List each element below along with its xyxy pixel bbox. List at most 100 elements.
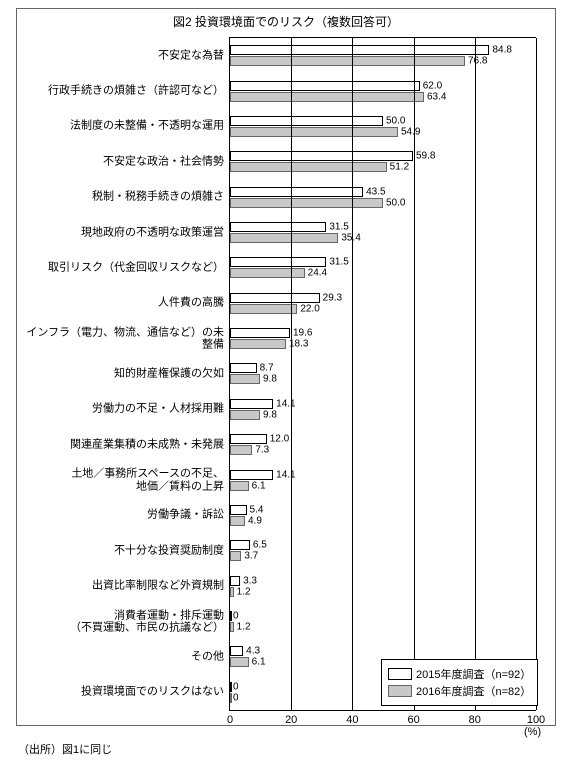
bar-2016: [230, 481, 249, 491]
value-label: 0: [233, 611, 239, 622]
category-label: 労働争議・訴訟: [20, 509, 224, 522]
bar-2015: [230, 470, 273, 480]
value-label: 19.6: [293, 328, 312, 339]
category-row: 行政手続きの煩雑さ（許認可など）62.063.4: [230, 73, 536, 108]
value-label: 14.1: [276, 469, 295, 480]
value-label: 5.4: [250, 504, 264, 515]
legend-swatch: [388, 685, 412, 697]
category-row: 土地／事務所スペースの不足、 地価／賃料の上昇14.16.1: [230, 462, 536, 497]
value-label: 1.2: [237, 586, 251, 597]
category-label: 土地／事務所スペースの不足、 地価／賃料の上昇: [20, 467, 224, 492]
x-tick-label: 40: [346, 714, 358, 726]
category-row: 労働力の不足・人材採用難14.19.8: [230, 392, 536, 427]
bar-2016: [230, 445, 252, 455]
legend-label: 2015年度調査（n=92）: [416, 666, 531, 682]
bar-2015: [230, 363, 257, 373]
x-tick-label: 100: [527, 714, 545, 726]
bar-2016: [230, 622, 234, 632]
category-row: インフラ（電力、物流、通信など）の未整備19.618.3: [230, 321, 536, 356]
gridline: [414, 38, 415, 710]
value-label: 63.4: [427, 91, 446, 102]
legend-label: 2016年度調査（n=82）: [416, 683, 531, 699]
bar-2015: [230, 399, 273, 409]
category-label: 関連産業集積の未成熟・未発展: [20, 438, 224, 451]
gridline: [291, 38, 292, 710]
category-label: 知的財産権保護の欠如: [20, 368, 224, 381]
bar-2015: [230, 434, 267, 444]
category-row: 出資比率制限など外資規制3.31.2: [230, 569, 536, 604]
category-label: 投資環境面でのリスクはない: [20, 686, 224, 699]
gridline: [352, 38, 353, 710]
category-label: 法制度の未整備・不透明な運用: [20, 120, 224, 133]
bar-2015: [230, 151, 413, 161]
category-row: 税制・税務手続きの煩雑さ43.550.0: [230, 179, 536, 214]
value-label: 43.5: [366, 186, 385, 197]
category-row: 法制度の未整備・不透明な運用50.054.9: [230, 109, 536, 144]
value-label: 3.7: [244, 551, 258, 562]
category-label: 取引リスク（代金回収リスクなど）: [20, 262, 224, 275]
value-label: 0: [233, 681, 239, 692]
value-label: 31.5: [329, 257, 348, 268]
value-label: 0: [233, 692, 239, 703]
bar-2015: [230, 81, 420, 91]
bar-2016: [230, 516, 245, 526]
plot-area: 不安定な為替84.876.8行政手続きの煩雑さ（許認可など）62.063.4法制…: [229, 37, 536, 711]
category-row: 消費者運動・排斥運動 （不買運動、市民の抗議など）01.2: [230, 604, 536, 639]
bar-2016: [230, 56, 465, 66]
value-label: 51.2: [390, 162, 409, 173]
value-label: 3.3: [243, 575, 257, 586]
category-label: 税制・税務手続きの煩雑さ: [20, 191, 224, 204]
chart-container: 図2 投資環境面でのリスク（複数回答可） 不安定な為替84.876.8行政手続き…: [0, 0, 571, 763]
bar-rows: 不安定な為替84.876.8行政手続きの煩雑さ（許認可など）62.063.4法制…: [230, 38, 536, 710]
x-tick-label: 80: [469, 714, 481, 726]
bar-2015: [230, 45, 489, 55]
bar-2016: [230, 127, 398, 137]
category-label: インフラ（電力、物流、通信など）の未整備: [20, 326, 224, 351]
bar-2015: [230, 222, 326, 232]
bar-2015: [230, 293, 320, 303]
value-label: 35.4: [341, 233, 360, 244]
bar-2016: [230, 304, 297, 314]
value-label: 14.1: [276, 398, 295, 409]
bar-2016: [230, 268, 305, 278]
category-label: 人件費の高騰: [20, 297, 224, 310]
category-row: 不安定な為替84.876.8: [230, 38, 536, 73]
bar-2015: [230, 505, 247, 515]
bar-2016: [230, 162, 387, 172]
source-note: （出所）図1に同じ: [18, 741, 112, 757]
value-label: 9.8: [263, 374, 277, 385]
bar-2016: [230, 657, 249, 667]
gridline: [475, 38, 476, 710]
category-row: 現地政府の不透明な政策運営31.535.4: [230, 215, 536, 250]
value-label: 7.3: [255, 445, 269, 456]
value-label: 6.1: [252, 480, 266, 491]
bar-2015: [230, 116, 383, 126]
bar-2016: [230, 198, 383, 208]
bar-2015: [230, 187, 363, 197]
category-row: 不十分な投資奨励制度6.53.7: [230, 533, 536, 568]
value-label: 8.7: [260, 363, 274, 374]
value-label: 24.4: [308, 268, 327, 279]
bar-2015: [230, 540, 250, 550]
bar-2016: [230, 92, 424, 102]
value-label: 6.5: [253, 540, 267, 551]
bar-2016: [230, 339, 286, 349]
legend-swatch: [388, 668, 412, 680]
bar-2015: [230, 576, 240, 586]
x-tick-label: 60: [407, 714, 419, 726]
value-label: 76.8: [468, 56, 487, 67]
bar-2015: [230, 257, 326, 267]
category-label: 不安定な為替: [20, 49, 224, 62]
value-label: 84.8: [492, 45, 511, 56]
value-label: 54.9: [401, 126, 420, 137]
bar-2016: [230, 551, 241, 561]
value-label: 22.0: [300, 303, 319, 314]
category-label: 行政手続きの煩雑さ（許認可など）: [20, 85, 224, 98]
value-label: 29.3: [323, 292, 342, 303]
category-label: 不安定な政治・社会情勢: [20, 155, 224, 168]
category-row: 不安定な政治・社会情勢59.851.2: [230, 144, 536, 179]
x-tick-label: 20: [285, 714, 297, 726]
bar-2016: [230, 587, 234, 597]
category-row: 取引リスク（代金回収リスクなど）31.524.4: [230, 250, 536, 285]
bar-2016: [230, 410, 260, 420]
